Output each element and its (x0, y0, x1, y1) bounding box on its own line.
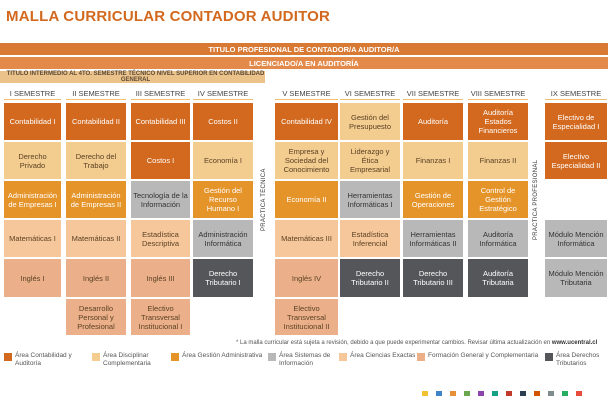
titulo-intermedio-band: TITULO INTERMEDIO AL 4TO. SEMESTRE TÉCNI… (0, 71, 265, 83)
legend-swatch (417, 353, 425, 361)
legend-item: Área Sistemas de Información (268, 352, 338, 376)
semester-header-7: VII SEMESTRE (403, 88, 463, 100)
legend-item: Área Gestión Administrativa (171, 352, 269, 376)
course-cell: Matemáticas II (66, 220, 126, 257)
course-cell: Gestión del Presupuesto (340, 103, 400, 140)
licenciado-band: LICENCIADO/A EN AUDITORÍA (0, 57, 608, 69)
course-cell: Contabilidad II (66, 103, 126, 140)
palette-dot (520, 391, 526, 396)
palette-dot (548, 391, 554, 396)
legend-swatch (171, 353, 179, 361)
course-cell: Derecho Privado (4, 142, 61, 179)
course-cell: Empresa y Sociedad del Conocimiento (275, 142, 338, 179)
palette-dot (576, 391, 582, 396)
semester-header-6: VI SEMESTRE (340, 88, 400, 100)
course-cell: Control de Gestión Estratégico (468, 181, 528, 218)
course-cell: Liderazgo y Ética Empresarial (340, 142, 400, 179)
course-cell: Gestión de Operaciones (403, 181, 463, 218)
course-cell: Inglés III (131, 259, 190, 297)
course-cell: Electivo Transversal Institucional I (131, 299, 190, 335)
legend-label: Área Sistemas de Información (279, 352, 331, 367)
course-cell: Contabilidad III (131, 103, 190, 140)
course-cell: Matemáticas I (4, 220, 61, 257)
legend-item: Área Contabilidad y Auditoría (4, 352, 90, 376)
course-cell: Contabilidad IV (275, 103, 338, 140)
course-cell: Auditoría Tributaria (468, 259, 528, 297)
course-cell: Electivo de Especialidad I (545, 103, 607, 140)
legend-swatch (92, 353, 100, 361)
semester-header-8: VIII SEMESTRE (468, 88, 528, 100)
course-cell: Finanzas I (403, 142, 463, 179)
course-cell: Administración de Empresas II (66, 181, 126, 218)
course-cell: Electivo Transversal Institucional II (275, 299, 338, 335)
course-cell: Herramientas Informáticas II (403, 220, 463, 257)
course-cell: Tecnología de la Información (131, 181, 190, 218)
practica-profesional-label: PRÁCTICA PROFESIONAL (533, 159, 539, 241)
palette-dot (422, 391, 428, 396)
legend-label: Área Ciencias Exactas (350, 352, 416, 359)
palette-dot (534, 391, 540, 396)
palette-dots (0, 391, 608, 396)
course-cell: Inglés IV (275, 259, 338, 297)
semester-header-3: III SEMESTRE (131, 88, 190, 100)
course-cell: Auditoría (403, 103, 463, 140)
course-cell: Administración de Empresas I (4, 181, 61, 218)
course-cell: Herramientas Informáticas I (340, 181, 400, 218)
course-cell: Costos II (193, 103, 253, 140)
course-cell: Derecho Tributario III (403, 259, 463, 297)
palette-dot (506, 391, 512, 396)
palette-dot (562, 391, 568, 396)
page-title: MALLA CURRICULAR CONTADOR AUDITOR (6, 8, 331, 25)
footnote-text: * La malla curricular está sujeta a revi… (236, 340, 552, 346)
semester-header-5: V SEMESTRE (275, 88, 338, 100)
palette-dot (436, 391, 442, 396)
course-cell: Estadística Descriptiva (131, 220, 190, 257)
semester-header-1: I SEMESTRE (4, 88, 61, 100)
legend-item: Formación General y Complementaria (417, 352, 547, 376)
palette-dot (464, 391, 470, 396)
course-cell: Módulo Mención Tributaria (545, 259, 607, 297)
legend-item: Área Ciencias Exactas (339, 352, 419, 376)
course-cell: Módulo Mención Informática (545, 220, 607, 257)
course-cell: Inglés I (4, 259, 61, 297)
legend-swatch (545, 353, 553, 361)
course-cell: Auditoría Estados Financieros (468, 103, 528, 140)
legend-label: Formación General y Complementaria (428, 352, 539, 359)
course-cell: Electivo Especialidad II (545, 142, 607, 179)
legend-label: Área Disciplinar Complementaria (103, 352, 151, 367)
course-cell: Estadística Inferencial (340, 220, 400, 257)
legend-item: Área Derechos Tributarios (545, 352, 607, 376)
course-cell: Derecho Tributario I (193, 259, 253, 297)
legend-swatch (339, 353, 347, 361)
course-cell: Gestión del Recurso Humano I (193, 181, 253, 218)
legend-item: Área Disciplinar Complementaria (92, 352, 172, 376)
semester-header-4: IV SEMESTRE (193, 88, 253, 100)
footnote: * La malla curricular está sujeta a revi… (236, 340, 597, 346)
semester-header-2: II SEMESTRE (66, 88, 126, 100)
course-cell: Contabilidad I (4, 103, 61, 140)
palette-dot (478, 391, 484, 396)
course-cell: Matemáticas III (275, 220, 338, 257)
course-cell: Desarrollo Personal y Profesional (66, 299, 126, 335)
course-cell: Administración Informática (193, 220, 253, 257)
legend-swatch (4, 353, 12, 361)
course-cell: Economía I (193, 142, 253, 179)
course-cell: Inglés II (66, 259, 126, 297)
practica-tecnica-label: PRÁCTICA TÉCNICA (261, 168, 267, 232)
course-cell: Economía II (275, 181, 338, 218)
legend-swatch (268, 353, 276, 361)
course-cell: Auditoría Informática (468, 220, 528, 257)
palette-dot (492, 391, 498, 396)
legend-label: Área Gestión Administrativa (182, 352, 263, 359)
legend-label: Área Derechos Tributarios (556, 352, 600, 367)
course-cell: Costos I (131, 142, 190, 179)
course-cell: Derecho del Trabajo (66, 142, 126, 179)
palette-dot (450, 391, 456, 396)
website-link[interactable]: www.ucentral.cl (551, 340, 598, 346)
titulo-profesional-band: TITULO PROFESIONAL DE CONTADOR/A AUDITOR… (0, 43, 608, 55)
legend-label: Área Contabilidad y Auditoría (15, 352, 72, 367)
semester-header-9: IX SEMESTRE (545, 88, 607, 100)
course-cell: Derecho Tributario II (340, 259, 400, 297)
course-cell: Finanzas II (468, 142, 528, 179)
